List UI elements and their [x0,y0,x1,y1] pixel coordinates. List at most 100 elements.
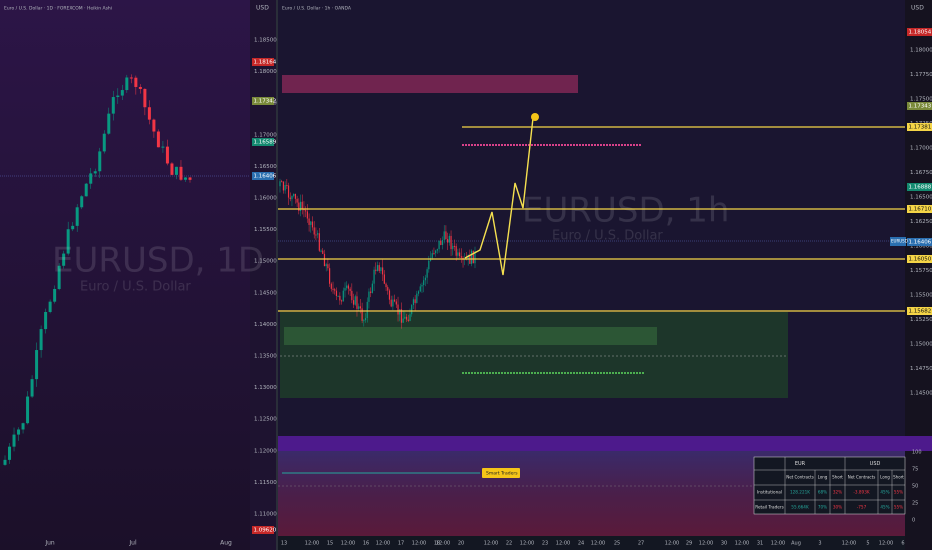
price-label: 1.18000 [910,48,932,54]
candle [298,202,300,211]
currency: USD [911,5,924,12]
table-column: Long [880,475,890,480]
candle [98,151,102,172]
candle [405,316,408,320]
candle [291,195,293,200]
candle [375,269,377,271]
candle [342,290,344,302]
currency: USD [256,5,269,12]
candle [188,177,192,180]
time-label: 12:00 [376,541,390,547]
demand-zone [280,312,788,398]
candle [460,256,462,258]
price-badge-label: 1.17342 [254,99,277,105]
candle [354,296,356,305]
candle [441,239,444,245]
time-label: 24 [578,541,584,547]
candle [349,288,351,291]
candle [361,308,363,321]
candle [71,225,75,230]
candle [129,77,133,79]
candle [294,193,296,199]
price-label: 1.13500 [254,354,277,360]
candle [179,166,183,180]
time-label: 23 [542,541,548,547]
price-badge [907,255,932,263]
candle [93,171,97,174]
candles [3,74,476,466]
table-bg [753,456,906,515]
table-cell: 32% [833,490,842,495]
symbol-badge-label: EURUSD [891,239,908,244]
time-label: 18 [434,541,440,547]
candle [102,133,106,152]
candle [306,211,308,219]
candle [428,260,430,270]
candle [111,97,115,114]
candle [57,265,61,289]
left-axis [250,0,276,550]
table-column: Short [893,475,904,480]
table-header: USD [870,461,881,467]
price-label: 1.17750 [910,72,932,78]
candle [409,314,411,322]
table-cell: 55% [894,505,903,510]
candle [161,146,165,148]
time-label: 15 [327,541,333,547]
candle [470,250,473,264]
candle [472,250,474,264]
candle [440,240,442,245]
candle [423,280,425,286]
table-cell: 128.221K [790,490,810,495]
price-badge [252,97,274,105]
candle [335,290,338,296]
candle [352,300,355,305]
candle [395,301,397,305]
candle [435,250,437,254]
candle [414,299,416,303]
candle [474,251,476,264]
price-badge-label: 1.16406 [909,240,932,246]
price-label: 1.15250 [910,317,932,323]
candle [445,231,447,240]
time-label: 31 [757,541,763,547]
candle [421,285,423,287]
candle [8,446,12,460]
price-label: 1.14500 [910,391,932,397]
candle [337,295,339,297]
candle [370,291,372,293]
table-cell: 68% [818,490,827,495]
watermark: EURUSD, 1D [52,241,264,281]
price-badge-label: 1.16888 [909,185,932,191]
candle [296,198,298,203]
price-label: 1.15500 [254,227,277,233]
candle [373,269,375,284]
watermark: Euro / U.S. Dollar [80,280,191,295]
candle [80,196,84,208]
candle [323,253,326,267]
price-badge [252,58,274,66]
time-label: 12:00 [520,541,534,547]
candle [317,233,319,235]
target-icon [531,113,539,121]
candle [387,287,389,291]
table-cell: 70% [818,505,827,510]
candle [143,88,147,108]
price-badge [907,307,932,315]
candle [89,173,93,184]
price-badge-label: 1.18054 [909,30,932,36]
candle [279,181,281,187]
price-label: 1.15500 [910,293,932,299]
candle [174,166,178,175]
table-cell: 30% [833,505,842,510]
indicator-tag-label: Smart Traders [486,471,518,477]
candle [438,240,440,250]
candle [44,311,48,330]
table-cell: 55.664K [791,505,809,510]
price-badge [907,205,932,213]
indicator-scale: 100 [912,450,922,456]
candle [156,131,160,148]
candle [287,185,290,198]
candle [12,434,16,447]
candle [284,185,286,191]
